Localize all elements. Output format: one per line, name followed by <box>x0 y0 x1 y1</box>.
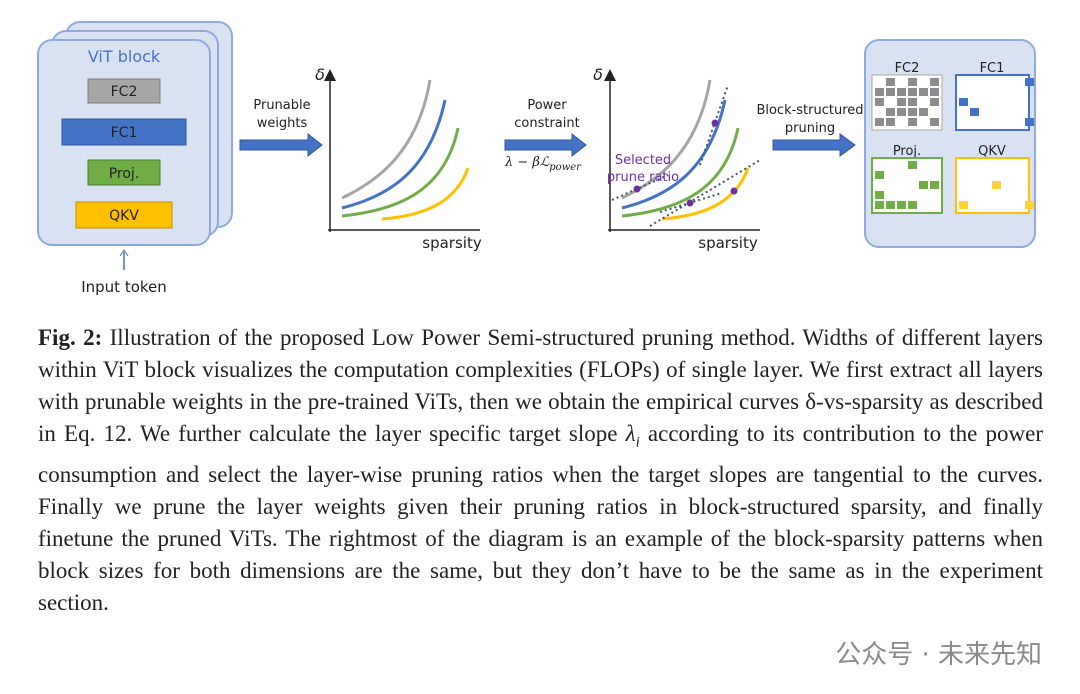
layer-fc1 <box>61 118 187 146</box>
curve <box>341 127 460 218</box>
block <box>875 88 884 96</box>
block <box>908 118 917 126</box>
block <box>992 181 1001 189</box>
caption-text: Illustration of the proposed Low Power S… <box>38 325 1043 446</box>
formula-main: λ − βℒ <box>504 155 550 170</box>
block <box>908 201 917 209</box>
axis-label: sparsity <box>422 234 482 252</box>
layer-fc2 <box>87 78 161 104</box>
pattern-label: Proj. <box>893 144 921 159</box>
block <box>875 201 884 209</box>
formula: λ − βℒpower <box>504 155 582 173</box>
curve <box>621 99 727 210</box>
block <box>1025 201 1034 209</box>
input-arrowhead <box>119 249 129 257</box>
block <box>908 78 917 86</box>
caption: Fig. 2: Illustration of the proposed Low… <box>38 322 1043 619</box>
block <box>930 78 939 86</box>
pattern-label: QKV <box>978 144 1006 159</box>
block <box>1025 78 1034 86</box>
block <box>959 201 968 209</box>
step-label: pruning <box>785 121 835 136</box>
block <box>875 98 884 106</box>
curve <box>341 79 432 200</box>
block <box>919 108 928 116</box>
block <box>908 98 917 106</box>
block <box>908 88 917 96</box>
layer-label: QKV <box>109 208 139 224</box>
diagram: ViT block FC2 FC1 Proj. QKV Input token … <box>37 21 1036 296</box>
pattern-label: FC2 <box>895 61 920 76</box>
block <box>930 88 939 96</box>
caption-symbol: λ <box>625 421 636 446</box>
layer-label: FC1 <box>111 125 138 141</box>
block <box>875 191 884 199</box>
caption-label: Fig. 2: <box>38 325 103 350</box>
layer-label: FC2 <box>111 84 138 100</box>
block <box>919 88 928 96</box>
curve <box>341 99 447 210</box>
flow-arrow <box>239 132 323 158</box>
pattern-panel <box>864 39 1036 248</box>
layer-label: Proj. <box>109 166 140 182</box>
layer-qkv <box>75 201 173 229</box>
block <box>886 108 895 116</box>
block <box>908 108 917 116</box>
axis-label: sparsity <box>698 234 758 252</box>
pattern-label: FC1 <box>980 61 1005 76</box>
block <box>875 118 884 126</box>
block <box>930 118 939 126</box>
flow-arrow <box>504 132 587 158</box>
curve <box>661 167 750 221</box>
block <box>897 98 906 106</box>
caption-subscript: i <box>635 434 640 451</box>
annotation: prune ratio <box>607 170 679 185</box>
step-label: constraint <box>514 116 579 131</box>
flow-arrow <box>772 133 856 157</box>
pattern-box <box>955 74 1030 131</box>
block <box>1025 118 1034 126</box>
formula-sub: power <box>549 162 582 173</box>
step-label: Prunable <box>253 98 310 113</box>
axis-label: δ <box>593 65 603 84</box>
block <box>886 201 895 209</box>
watermark: 公众号 · 未来先知 <box>835 640 1042 670</box>
block <box>897 108 906 116</box>
block-title: ViT block <box>88 47 161 66</box>
layer-proj <box>87 159 161 186</box>
caption-text: according to its contribution to the pow… <box>38 421 1043 615</box>
curve <box>621 127 740 218</box>
block <box>875 171 884 179</box>
pattern-blocks <box>875 78 1034 209</box>
block <box>886 88 895 96</box>
block <box>886 78 895 86</box>
input-label: Input token <box>81 278 167 296</box>
annotation: Selected <box>615 153 671 168</box>
curve <box>381 167 470 221</box>
step-label: weights <box>257 116 308 131</box>
block <box>930 98 939 106</box>
step-label: Power <box>527 98 567 113</box>
step-label: Block-structured <box>756 103 863 118</box>
block <box>908 161 917 169</box>
tangent-points <box>633 119 738 207</box>
block <box>919 181 928 189</box>
axis-label: δ <box>315 65 325 84</box>
block <box>886 118 895 126</box>
block <box>970 108 979 116</box>
block <box>930 181 939 189</box>
block <box>959 98 968 106</box>
block <box>897 201 906 209</box>
block <box>897 88 906 96</box>
